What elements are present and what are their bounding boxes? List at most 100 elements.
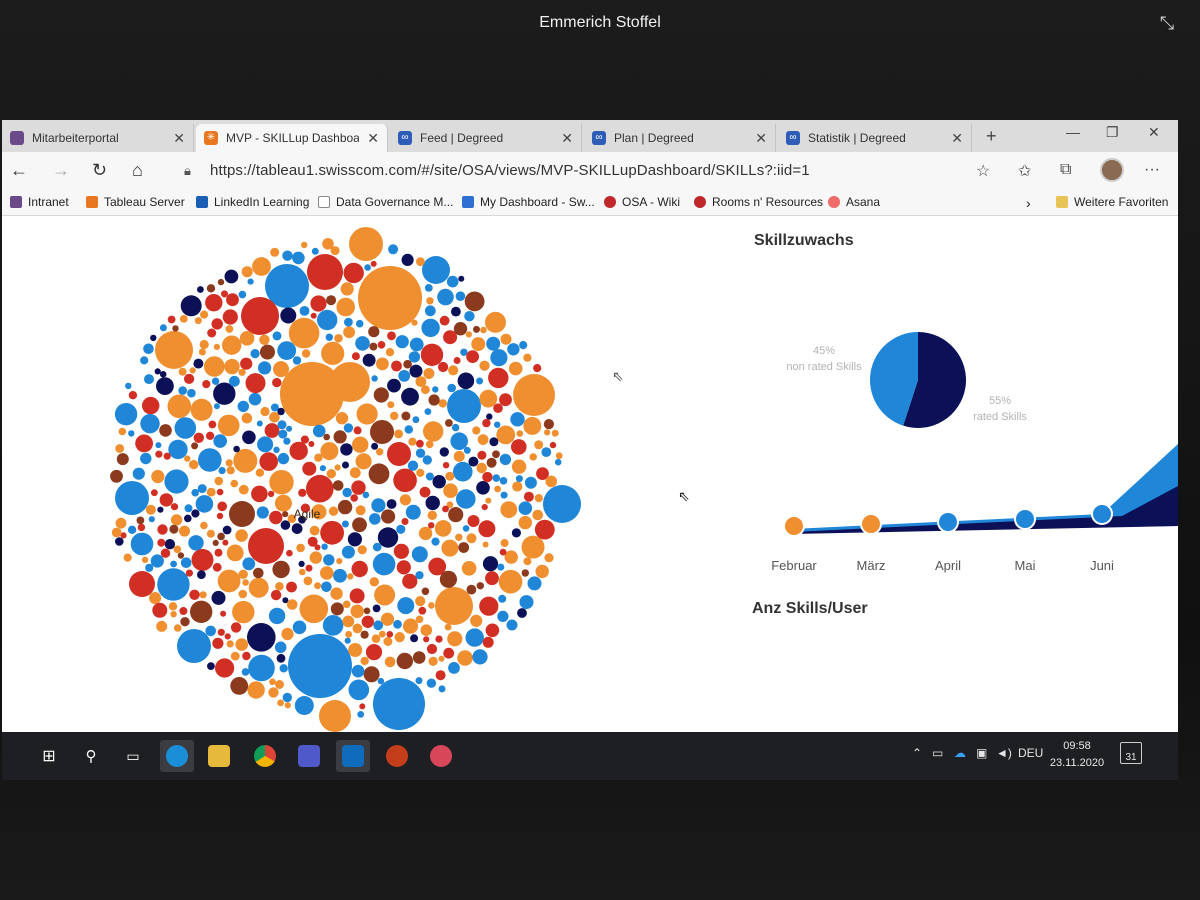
avatar[interactable]	[1100, 158, 1124, 182]
skill-bubble[interactable]	[402, 573, 418, 589]
skill-bubble[interactable]	[224, 269, 239, 284]
skill-bubble[interactable]	[173, 624, 182, 632]
favorite-intranet[interactable]: Intranet	[10, 195, 69, 209]
skill-bubble[interactable]	[226, 544, 244, 562]
skill-bubble[interactable]	[369, 577, 379, 587]
skill-bubble[interactable]	[127, 525, 137, 534]
skill-bubble[interactable]	[386, 631, 394, 638]
skill-bubble[interactable]	[302, 461, 317, 476]
skill-bubble[interactable]	[305, 564, 313, 572]
skill-bubble[interactable]	[190, 600, 213, 623]
skill-bubble[interactable]	[207, 662, 215, 670]
skill-bubble[interactable]	[442, 462, 450, 469]
skill-bubble[interactable]	[465, 628, 484, 647]
skill-bubble[interactable]	[167, 315, 176, 324]
skill-bubble[interactable]	[534, 519, 555, 540]
skill-bubble[interactable]	[135, 434, 154, 453]
skill-bubble[interactable]	[468, 456, 479, 467]
home-icon[interactable]: ⌂	[132, 160, 143, 180]
skill-bubble[interactable]	[298, 515, 306, 524]
skill-bubble[interactable]	[485, 311, 506, 333]
skill-bubble[interactable]	[177, 629, 211, 663]
skill-bubble[interactable]	[426, 643, 438, 655]
skill-bubble[interactable]	[453, 461, 473, 482]
skill-bubble[interactable]	[425, 495, 440, 511]
notification-center-icon[interactable]: 31	[1120, 742, 1142, 764]
skill-bubble[interactable]	[284, 702, 291, 709]
skill-bubble[interactable]	[197, 286, 204, 293]
skill-bubble[interactable]	[157, 524, 168, 535]
skill-bubble[interactable]	[252, 567, 264, 579]
skill-bubble[interactable]	[432, 475, 446, 489]
skill-bubble[interactable]	[142, 396, 160, 415]
skill-bubble[interactable]	[180, 557, 192, 568]
skill-bubble[interactable]	[340, 282, 354, 296]
skill-bubble[interactable]	[369, 513, 381, 525]
favorite-more-folder[interactable]: Weitere Favoriten	[1056, 195, 1168, 209]
skill-bubble[interactable]	[172, 325, 179, 332]
skill-bubble[interactable]	[401, 411, 411, 421]
skill-bubble[interactable]	[447, 383, 457, 393]
skill-bubble[interactable]	[170, 503, 179, 511]
skill-bubble[interactable]	[218, 467, 226, 475]
skill-bubble[interactable]	[205, 625, 216, 637]
skill-bubble[interactable]	[216, 512, 224, 520]
skill-bubble[interactable]	[314, 582, 322, 590]
skill-bubble[interactable]	[360, 630, 369, 639]
skill-bubble[interactable]	[372, 552, 396, 576]
skill-bubble-chart[interactable]	[110, 227, 581, 732]
skill-bubble[interactable]	[466, 350, 479, 363]
skill-bubble[interactable]	[241, 412, 253, 424]
skill-bubble[interactable]	[159, 493, 173, 507]
skill-bubble[interactable]	[325, 333, 333, 341]
skill-bubble[interactable]	[504, 550, 518, 564]
skill-bubble[interactable]	[180, 617, 190, 627]
skill-bubble[interactable]	[292, 251, 305, 265]
skill-bubble[interactable]	[179, 315, 188, 323]
skill-bubble[interactable]	[160, 548, 171, 558]
skill-bubble[interactable]	[212, 539, 219, 546]
skill-bubble[interactable]	[519, 595, 534, 610]
skill-bubble[interactable]	[411, 546, 428, 563]
skill-bubble[interactable]	[443, 330, 458, 345]
skill-bubble[interactable]	[111, 527, 122, 538]
skill-bubble[interactable]	[177, 552, 185, 559]
skill-bubble[interactable]	[342, 600, 351, 609]
skill-bubble[interactable]	[342, 615, 355, 628]
skill-bubble[interactable]	[155, 442, 162, 449]
skill-bubble[interactable]	[273, 446, 280, 453]
skill-bubble[interactable]	[462, 525, 470, 532]
skill-bubble[interactable]	[233, 448, 258, 473]
skill-bubble[interactable]	[229, 501, 255, 527]
skill-bubble[interactable]	[246, 623, 276, 652]
skill-bubble[interactable]	[200, 521, 208, 530]
skill-bubble[interactable]	[314, 544, 321, 551]
skill-bubble[interactable]	[211, 590, 226, 605]
skill-bubble[interactable]	[434, 520, 452, 537]
skill-bubble[interactable]	[280, 307, 297, 324]
skill-bubble[interactable]	[424, 408, 432, 415]
skill-bubble[interactable]	[226, 466, 235, 475]
skill-bubble[interactable]	[533, 364, 542, 373]
skill-bubble[interactable]	[238, 484, 249, 495]
skill-bubble[interactable]	[237, 400, 249, 413]
skill-bubble[interactable]	[170, 611, 177, 618]
skill-bubble[interactable]	[330, 587, 343, 600]
skill-bubble[interactable]	[451, 423, 460, 432]
skill-bubble[interactable]	[398, 370, 411, 382]
skill-bubble[interactable]	[368, 326, 380, 338]
skill-bubble[interactable]	[216, 488, 224, 496]
skill-bubble[interactable]	[432, 386, 439, 393]
skill-bubble[interactable]	[543, 419, 555, 430]
skill-bubble[interactable]	[464, 291, 485, 312]
favorite-data-governance[interactable]: Data Governance M...	[318, 195, 453, 209]
skill-bubble[interactable]	[521, 569, 529, 577]
skill-bubble[interactable]	[288, 634, 352, 698]
skill-bubble[interactable]	[448, 662, 460, 674]
skill-bubble[interactable]	[189, 589, 200, 600]
skill-bubble[interactable]	[390, 411, 399, 421]
skill-bubble[interactable]	[282, 692, 292, 703]
skill-bubble[interactable]	[373, 678, 425, 730]
skill-bubble[interactable]	[222, 335, 242, 355]
skill-bubble[interactable]	[482, 636, 494, 648]
